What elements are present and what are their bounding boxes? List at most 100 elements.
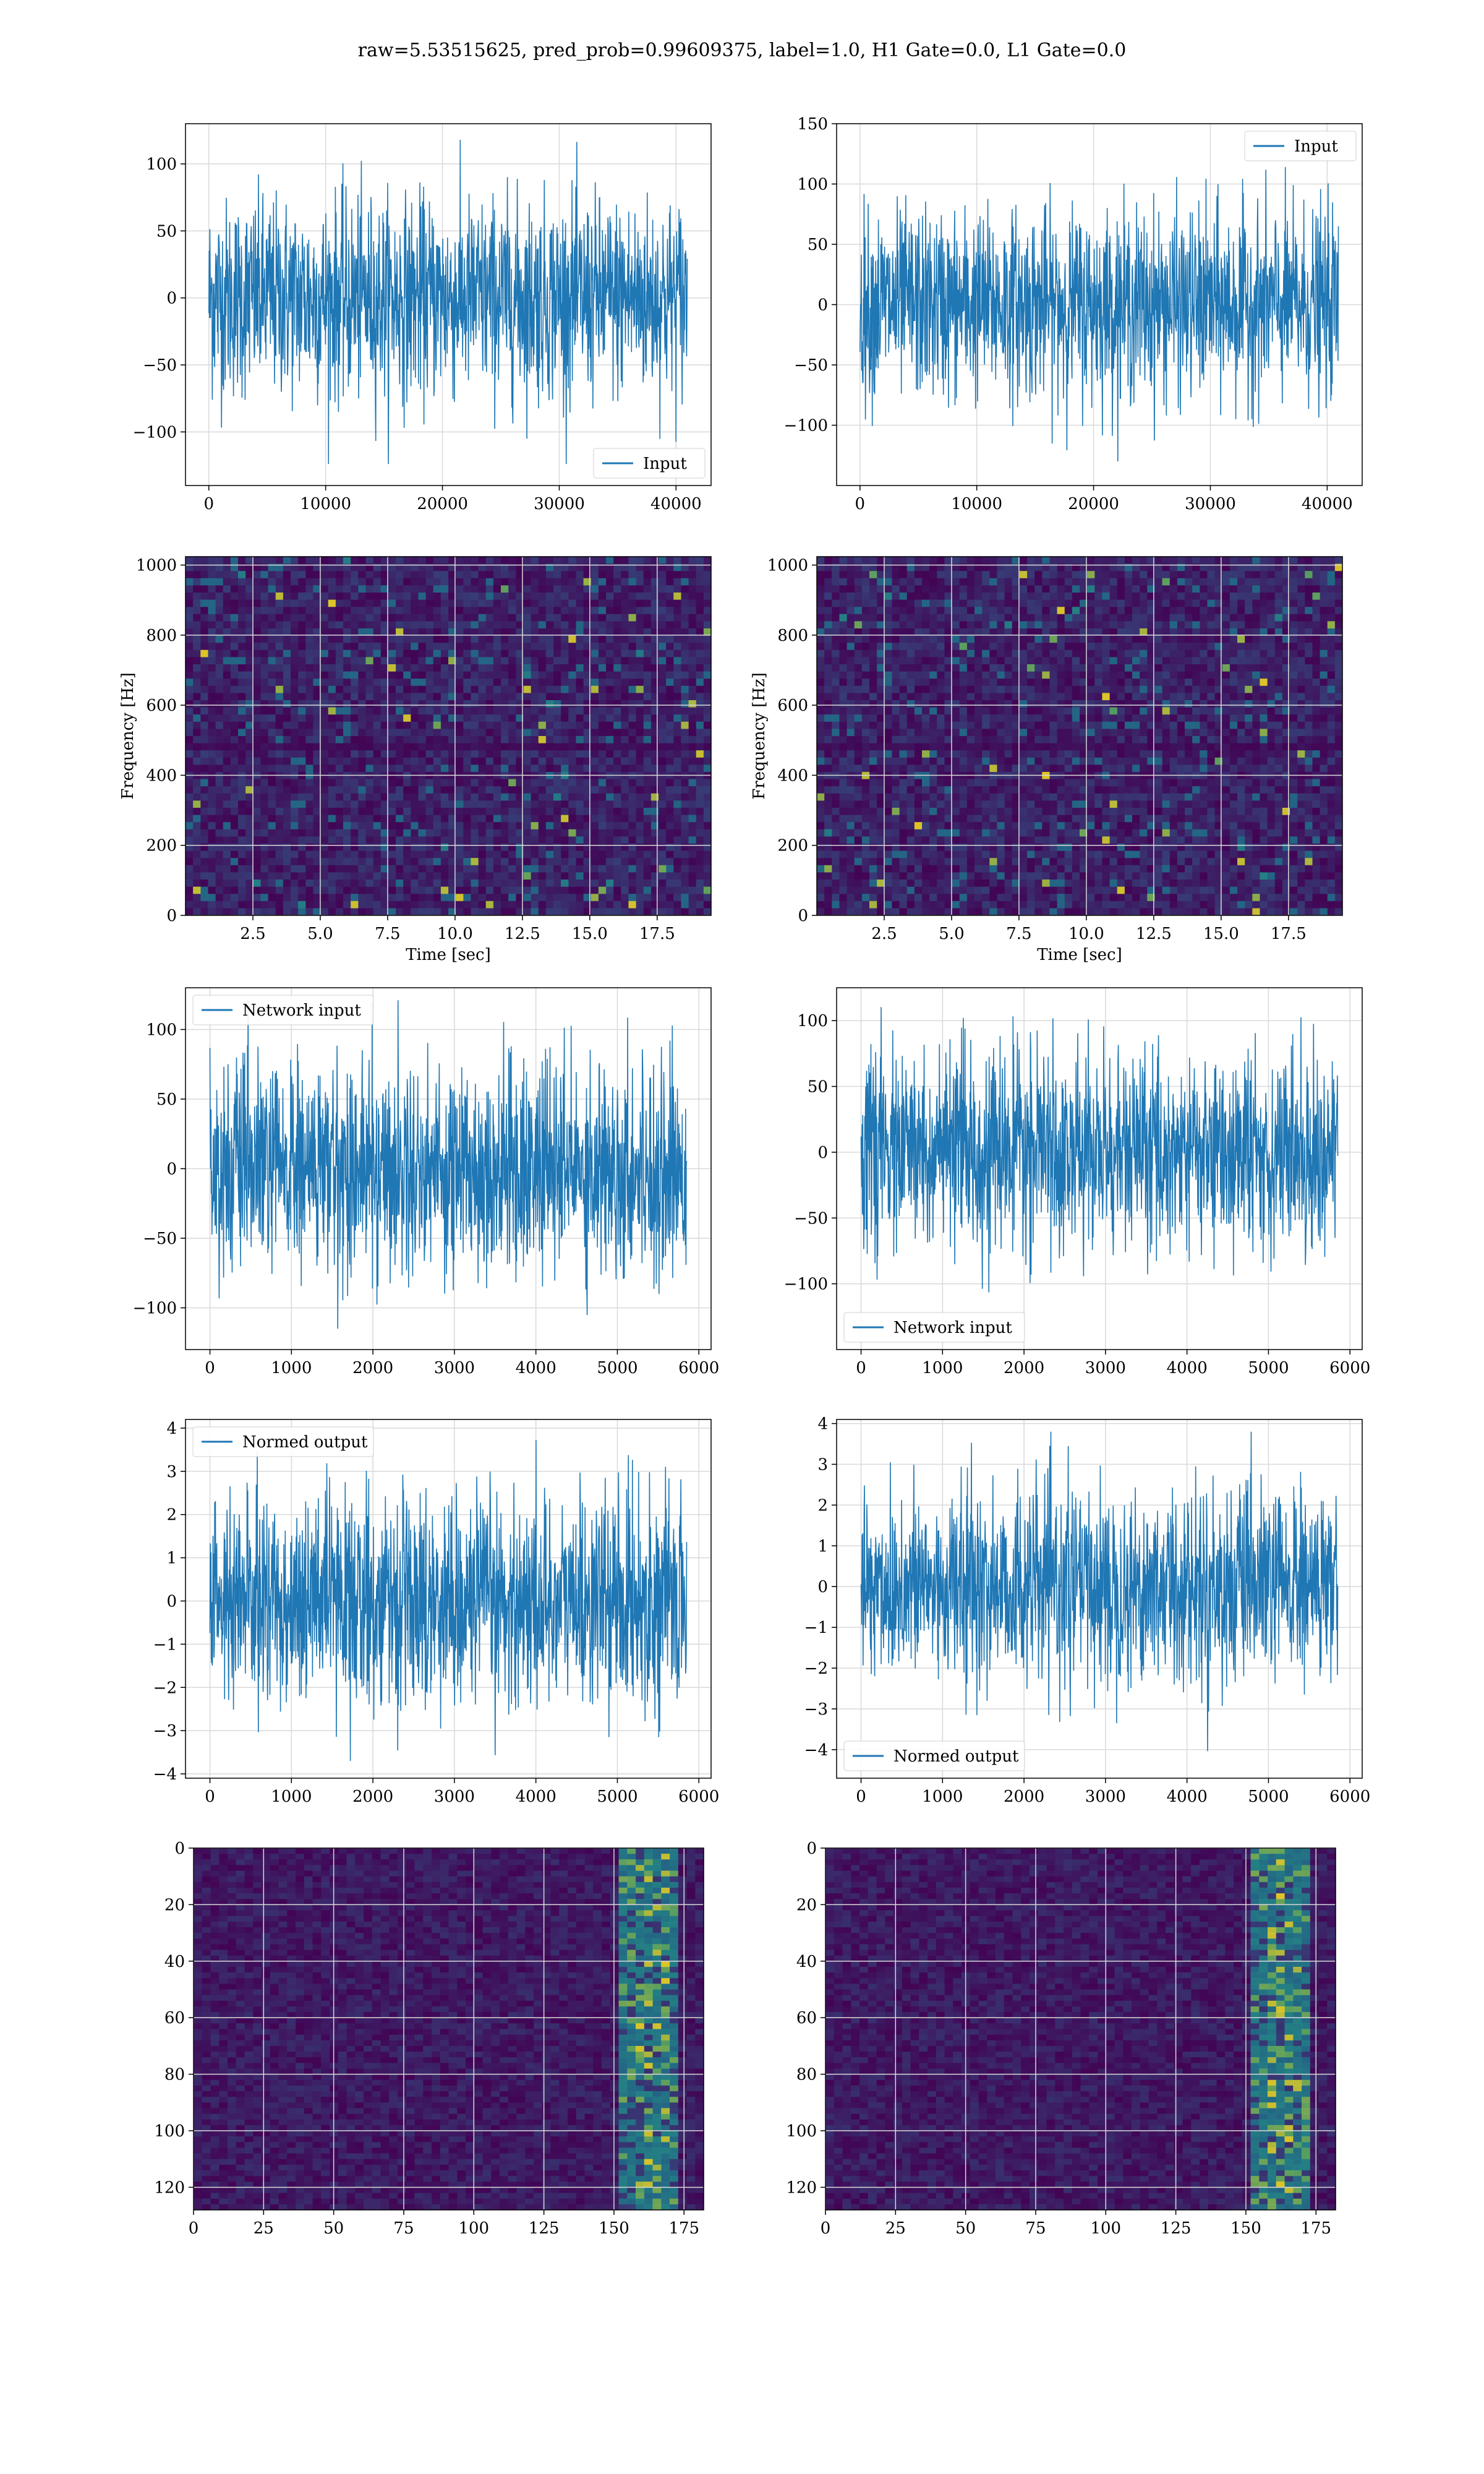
series-line [860, 1007, 1339, 1293]
x-tick-label: 2.5 [240, 925, 265, 943]
y-tick-label: 60 [796, 2009, 817, 2027]
legend: Network input [192, 995, 374, 1025]
x-tick-label: 1000 [922, 1359, 963, 1377]
y-tick-label: 0 [166, 1592, 177, 1611]
panel-normed-output-l1: Normed output 0 1000 2000 3000 4000 5000 6000 −4… [804, 1415, 1371, 1806]
y-tick-label: 1000 [136, 557, 177, 575]
x-tick-label: 1000 [271, 1359, 312, 1377]
y-tick-label: −2 [804, 1659, 828, 1678]
y-tick-label: −50 [794, 356, 828, 375]
panel-feature-map-l1: 0 25 50 75 100 125 150 175 0 20 40 60 80 100 120 [786, 1839, 1336, 2238]
y-tick-label: 120 [786, 2178, 817, 2197]
x-tick-label: 10000 [951, 495, 1002, 513]
y-tick-label: 800 [777, 627, 808, 645]
y-tick-label: 200 [146, 837, 177, 855]
y-axis: −4 −3 −2 −1 0 1 2 3 4 [153, 1419, 186, 1784]
y-tick-label: 0 [166, 907, 177, 925]
y-tick-label: −100 [784, 417, 828, 435]
x-tick-label: 5000 [597, 1787, 638, 1806]
axes-frame [825, 1847, 1336, 2211]
grid-lines [825, 1847, 1336, 2210]
y-axis: 0 20 40 60 80 100 120 [154, 1839, 194, 2197]
legend-label: Normed output [893, 1747, 1019, 1766]
x-tick-label: 40000 [1302, 495, 1353, 513]
x-tick-label: 15.0 [1203, 925, 1239, 943]
x-tick-label: 6000 [678, 1787, 719, 1806]
y-tick-label: 100 [797, 176, 828, 194]
x-tick-label: 6000 [678, 1359, 719, 1377]
x-tick-label: 0 [205, 1359, 215, 1377]
y-axis-label: Frequency [Hz] [750, 672, 769, 800]
x-tick-label: 20000 [417, 495, 468, 513]
series-line [860, 1431, 1339, 1752]
x-tick-label: 5.0 [307, 925, 333, 943]
x-tick-label: 0 [205, 1787, 215, 1806]
y-tick-label: −2 [153, 1679, 177, 1697]
panel-input-l1: Input 0 10000 20000 30000 40000 −100 −50 0 50 100 1… [784, 115, 1363, 513]
panel-network-input-l1: Network input 0 1000 2000 3000 4000 5000 6000 −1… [784, 987, 1370, 1377]
y-axis: −4 −3 −2 −1 0 1 2 3 4 [804, 1415, 837, 1760]
x-axis: 0 1000 2000 3000 4000 5000 6000 [205, 1350, 719, 1377]
panel-normed-output-h1: Normed output 0 1000 2000 3000 4000 5000 6000 −4… [153, 1419, 719, 1806]
x-axis: 0 1000 2000 3000 4000 5000 6000 [856, 1350, 1370, 1377]
panel-input-h1: Input 0 10000 20000 30000 40000 −100 −50 0 50 100 [133, 123, 712, 513]
y-axis: 0 20 40 60 80 100 120 [786, 1839, 825, 2197]
x-tick-label: 100 [458, 2219, 489, 2238]
x-axis-label: Time [sec] [406, 946, 491, 964]
x-tick-label: 25 [254, 2219, 274, 2238]
y-tick-label: 50 [808, 236, 828, 254]
y-tick-label: −100 [784, 1275, 828, 1294]
y-tick-label: 0 [817, 1578, 828, 1596]
x-tick-label: 1000 [922, 1787, 963, 1806]
x-tick-label: 50 [323, 2219, 344, 2238]
x-tick-label: 30000 [534, 495, 585, 513]
axes-frame [185, 556, 712, 916]
x-tick-label: 5000 [1248, 1787, 1289, 1806]
y-tick-label: 0 [166, 1160, 177, 1179]
y-tick-label: 100 [797, 1012, 828, 1030]
y-tick-label: 3 [166, 1463, 177, 1481]
x-tick-label: 4000 [516, 1359, 556, 1377]
x-axis-label: Time [sec] [1037, 946, 1122, 964]
series-line [208, 139, 688, 464]
legend-box [843, 1312, 1025, 1343]
y-tick-label: 100 [146, 155, 177, 174]
y-axis: −100 −50 0 50 100 [133, 155, 186, 442]
y-tick-label: 400 [146, 766, 177, 785]
legend: Input [593, 448, 706, 479]
y-tick-label: −1 [804, 1619, 828, 1637]
legend: Input [1244, 131, 1357, 161]
x-axis: 0 25 50 75 100 125 150 175 [189, 2210, 699, 2238]
x-tick-label: 2000 [1004, 1787, 1044, 1806]
heatmap-cells [186, 557, 712, 916]
panel-spectrogram-h1: 2.5 5.0 7.5 10.0 12.5 15.0 17.5 0 200 400 600 800 10… [119, 556, 712, 964]
heatmap-cells [817, 557, 1343, 916]
y-tick-label: 100 [154, 2122, 185, 2141]
legend-box [593, 448, 706, 479]
y-axis: −100 −50 0 50 100 [133, 1021, 186, 1318]
x-tick-label: 25 [885, 2219, 906, 2238]
y-tick-label: 800 [146, 627, 177, 645]
legend-box [843, 1740, 1025, 1771]
y-tick-label: −3 [153, 1722, 177, 1740]
legend-label: Input [1294, 137, 1338, 156]
y-tick-label: 80 [796, 2066, 817, 2084]
panel-feature-map-h1: 0 25 50 75 100 125 150 175 0 20 40 60 80 100 120 [154, 1839, 704, 2238]
x-axis: 0 1000 2000 3000 4000 5000 6000 [205, 1778, 719, 1806]
legend: Normed output [843, 1740, 1025, 1771]
y-tick-label: 100 [146, 1021, 177, 1040]
x-tick-label: 125 [1161, 2219, 1192, 2238]
y-axis: −100 −50 0 50 100 150 [784, 115, 837, 435]
y-tick-label: −50 [794, 1209, 828, 1228]
x-tick-label: 150 [1230, 2219, 1261, 2238]
x-tick-label: 0 [204, 495, 215, 513]
y-tick-label: 4 [166, 1419, 177, 1438]
y-tick-label: 600 [146, 696, 177, 715]
y-tick-label: 1000 [767, 557, 808, 575]
y-tick-label: 2 [166, 1506, 177, 1525]
heatmap-cells [825, 1848, 1336, 2211]
legend-label: Normed output [242, 1433, 368, 1452]
y-axis-label: Frequency [Hz] [119, 672, 137, 800]
legend: Network input [843, 1312, 1025, 1343]
y-tick-label: 0 [798, 907, 808, 925]
